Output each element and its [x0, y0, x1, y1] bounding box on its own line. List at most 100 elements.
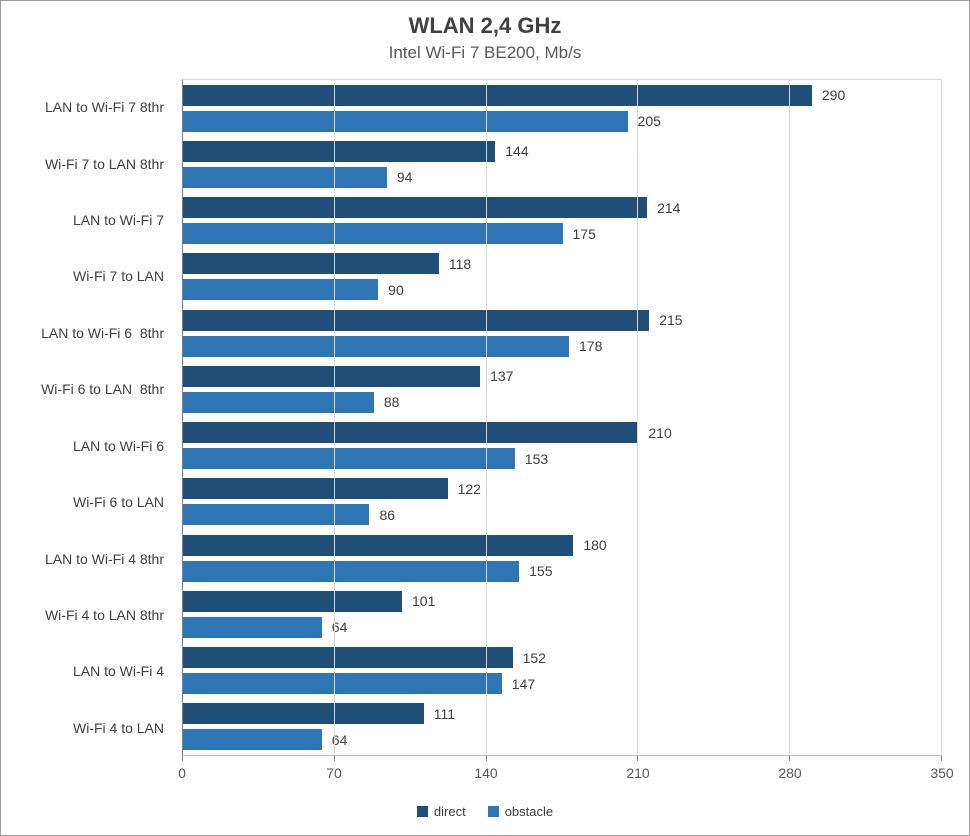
- bar-value-label: 152: [522, 649, 546, 666]
- value-axis-labels: 0 70 140 210 280 350: [178, 765, 954, 783]
- bar-obstacle: [183, 391, 374, 413]
- bar-obstacle: [183, 673, 502, 695]
- bar-direct: [183, 197, 648, 219]
- bar-group: 180 155: [183, 530, 942, 586]
- bar-value-label: 111: [433, 705, 455, 722]
- bar-rows: 290 205 144 94 214 175 118 90 215 178 137 88 210 153 1…: [183, 80, 942, 755]
- bar-group: 290 205: [183, 80, 942, 136]
- legend: direct obstacle: [1, 804, 969, 819]
- category-label: Wi-Fi 4 to LAN: [72, 719, 164, 736]
- category-label: Wi-Fi 4 to LAN 8thr: [44, 607, 164, 623]
- bar-value-label: 101: [412, 593, 436, 610]
- bar-row: 290: [183, 84, 942, 106]
- plot-area: 290 205 144 94 214 175 118 90 215 178 137 88 210 153 1…: [182, 79, 942, 761]
- bar-obstacle: [183, 560, 520, 582]
- bar-row: 94: [183, 166, 942, 188]
- axis-tick-label: 0: [178, 765, 186, 781]
- category-label: Wi-Fi 7 to LAN 8thr: [44, 155, 164, 172]
- bar-value-label: 88: [383, 394, 400, 411]
- legend-swatch-icon: [416, 806, 428, 817]
- bar-direct: [183, 703, 424, 725]
- category-label: LAN to Wi-Fi 6: [72, 437, 164, 454]
- bar-obstacle: [183, 335, 569, 357]
- bar-row: 215: [183, 309, 942, 331]
- bar-value-label: 90: [388, 281, 404, 298]
- bar-group: 214 175: [183, 193, 942, 249]
- chart-subtitle: Intel Wi-Fi 7 BE200, Mb/s: [388, 43, 582, 62]
- bar-row: 180: [183, 534, 942, 556]
- category-label: Wi-Fi 7 to LAN: [72, 268, 164, 285]
- gridline: [485, 80, 487, 755]
- category-label: LAN to Wi-Fi 6 8thr: [41, 324, 164, 341]
- bar-obstacle: [183, 223, 563, 245]
- category-label: LAN to Wi-Fi 7 8thr: [44, 99, 164, 116]
- category-label: Wi-Fi 6 to LAN: [72, 494, 164, 511]
- bar-obstacle: [183, 110, 628, 132]
- bar-value-label: 118: [448, 255, 472, 272]
- bar-row: 64: [183, 616, 942, 638]
- bar-group: 111 64: [183, 699, 942, 755]
- bar-row: 64: [183, 729, 942, 751]
- legend-item-obstacle: obstacle: [487, 804, 554, 819]
- axis-tick: [941, 756, 942, 761]
- category-axis-labels: LAN to Wi-Fi 7 8thr Wi-Fi 7 to LAN 8thr LA…: [1, 79, 173, 756]
- bar-group: 215 178: [183, 305, 942, 361]
- bar-obstacle: [183, 729, 322, 751]
- bar-obstacle: [183, 504, 370, 526]
- bar-value-label: 64: [331, 619, 348, 636]
- bar-row: 153: [183, 448, 942, 470]
- bar-obstacle: [183, 279, 379, 301]
- bar-value-label: 180: [583, 537, 607, 554]
- bar-value-label: 214: [657, 199, 681, 216]
- bar-row: 86: [183, 504, 942, 526]
- bar-direct: [183, 590, 403, 612]
- bar-value-label: 144: [505, 143, 529, 160]
- category-label: LAN to Wi-Fi 4 8thr: [44, 550, 164, 567]
- bar-row: 205: [183, 110, 942, 132]
- bar-obstacle: [183, 616, 322, 638]
- axis-tick-label: 70: [326, 765, 342, 781]
- chart-title: WLAN 2,4 GHz: [408, 13, 562, 38]
- bar-group: 118 90: [183, 249, 942, 305]
- bar-obstacle: [183, 166, 387, 188]
- bar-value-label: 122: [457, 480, 481, 497]
- bar-value-label: 64: [331, 731, 348, 748]
- bar-row: 210: [183, 422, 942, 444]
- gridline: [941, 80, 942, 755]
- bar-row: 147: [183, 673, 942, 695]
- bar-group: 137 88: [183, 361, 942, 417]
- bar-direct: [183, 253, 439, 275]
- bar-direct: [183, 534, 574, 556]
- bar-value-label: 155: [529, 563, 553, 580]
- axis-tick: [182, 756, 183, 761]
- axis-tick-label: 210: [626, 765, 650, 781]
- bar-direct: [183, 647, 513, 669]
- bar-value-label: 147: [511, 675, 536, 692]
- axis-tick-label: 140: [474, 765, 498, 781]
- bar-row: 122: [183, 478, 942, 500]
- bar-group: 144 94: [183, 136, 942, 192]
- legend-label: obstacle: [504, 804, 554, 819]
- legend-swatch-icon: [487, 806, 499, 817]
- bar-direct: [183, 309, 650, 331]
- bar-direct: [183, 422, 639, 444]
- bar-row: 90: [183, 279, 942, 301]
- axis-tick: [789, 756, 791, 761]
- gridline: [333, 80, 335, 755]
- bar-value-label: 137: [490, 368, 514, 385]
- gridline: [637, 80, 639, 755]
- axis-tick: [637, 756, 639, 761]
- bar-group: 122 86: [183, 474, 942, 530]
- legend-item-direct: direct: [416, 804, 466, 819]
- category-label: Wi-Fi 6 to LAN 8thr: [41, 381, 164, 398]
- bar-direct: [183, 140, 496, 162]
- bar-row: 155: [183, 560, 942, 582]
- category-label: LAN to Wi-Fi 7: [72, 212, 164, 229]
- axis-tick-label: 280: [778, 765, 802, 781]
- bar-value-label: 205: [637, 113, 661, 130]
- bar-row: 152: [183, 647, 942, 669]
- bar-value-label: 86: [379, 506, 396, 523]
- bar-direct: [183, 478, 448, 500]
- axis-tick-label: 350: [930, 765, 954, 781]
